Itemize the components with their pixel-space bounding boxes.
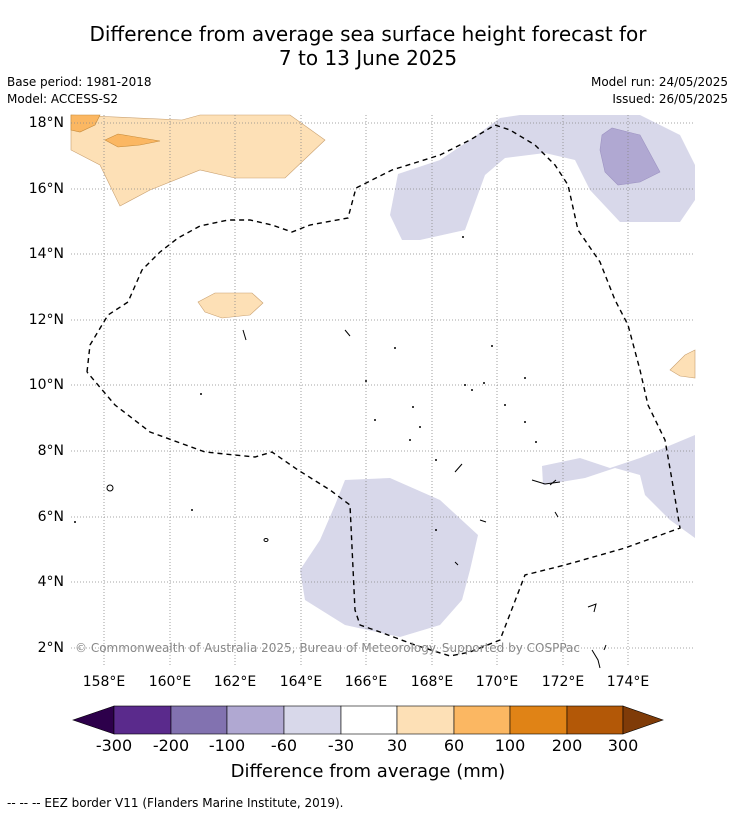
lat-label-8n: 8°N: [37, 443, 64, 459]
lat-label-18n: 18°N: [28, 115, 64, 131]
colorbar-tick-label: -30: [327, 736, 355, 755]
lon-label-162e: 162°E: [213, 674, 257, 690]
colorbar-extend-high: [622, 705, 664, 735]
colorbar-swatch-2: [170, 705, 228, 735]
issued-date: Issued: 26/05/2025: [612, 92, 728, 106]
lat-label-10n: 10°N: [28, 377, 64, 393]
colorbar-swatch-4: [283, 705, 342, 735]
negative-anomaly-region-south: [300, 478, 478, 637]
lon-label-160e: 160°E: [148, 674, 192, 690]
islands: [106, 329, 607, 669]
lat-label-12n: 12°N: [28, 312, 64, 328]
lon-label-164e: 164°E: [279, 674, 323, 690]
metadata-left: Base period: 1981-2018 Model: ACCESS-S2: [7, 74, 152, 108]
positive-anomaly-region-east: [669, 349, 696, 379]
negative-anomaly-region-east: [542, 435, 695, 538]
lat-label-2n: 2°N: [37, 640, 64, 656]
lon-label-168e: 168°E: [410, 674, 454, 690]
colorbar-swatch-7: [453, 705, 511, 735]
lon-label-166e: 166°E: [344, 674, 388, 690]
colorbar-swatch-3: [226, 705, 285, 735]
colorbar-extend-low: [72, 705, 115, 735]
positive-anomaly-region-north: [70, 114, 326, 207]
map-title: Difference from average sea surface heig…: [0, 22, 736, 70]
colorbar-tick-label: 300: [607, 736, 639, 755]
colorbar-tick-label: 60: [443, 736, 465, 755]
colorbar-swatch-1: [113, 705, 172, 735]
base-period: Base period: 1981-2018: [7, 75, 152, 89]
copyright-notice: © Commonwealth of Australia 2025, Bureau…: [75, 641, 580, 655]
graticule: [71, 115, 695, 665]
colorbar-tick-label: -60: [270, 736, 298, 755]
lon-label-174e: 174°E: [606, 674, 650, 690]
negative-anomaly-60-100: [599, 127, 661, 186]
colorbar-tick-label: -200: [152, 736, 190, 755]
eez-legend-footer: -- -- -- EEZ border V11 (Flanders Marine…: [7, 796, 344, 810]
lon-label-170e: 170°E: [475, 674, 519, 690]
colorbar-tick-label: -300: [95, 736, 133, 755]
colorbar-tick-label: 200: [551, 736, 583, 755]
lon-label-158e: 158°E: [82, 674, 126, 690]
map-plot-area: [70, 114, 696, 669]
small-atolls: [74, 236, 537, 531]
metadata-right: Model run: 24/05/2025 Issued: 26/05/2025: [591, 74, 728, 108]
title-line-1: Difference from average sea surface heig…: [89, 22, 647, 46]
colorbar-swatch-6: [396, 705, 455, 735]
lat-label-16n: 16°N: [28, 181, 64, 197]
colorbar-title: Difference from average (mm): [230, 761, 506, 782]
colorbar-swatch-8: [509, 705, 568, 735]
lon-label-172e: 172°E: [541, 674, 585, 690]
colorbar-swatch-9: [566, 705, 624, 735]
positive-anomaly-60-100-b: [104, 133, 161, 148]
title-line-2: 7 to 13 June 2025: [278, 46, 458, 70]
colorbar-tick-label: 100: [494, 736, 526, 755]
eez-border: [86, 124, 681, 657]
colorbar-swatch-5: [340, 705, 398, 735]
lat-label-6n: 6°N: [37, 509, 64, 525]
positive-anomaly-region-mid: [197, 292, 264, 319]
model-name: Model: ACCESS-S2: [7, 92, 119, 106]
colorbar: [72, 705, 664, 735]
model-run: Model run: 24/05/2025: [590, 75, 728, 89]
lat-label-14n: 14°N: [28, 246, 64, 262]
lat-label-4n: 4°N: [37, 574, 64, 590]
colorbar-tick-label: 30: [386, 736, 408, 755]
colorbar-tick-label: -100: [208, 736, 246, 755]
positive-anomaly-60-100-a: [70, 114, 101, 133]
